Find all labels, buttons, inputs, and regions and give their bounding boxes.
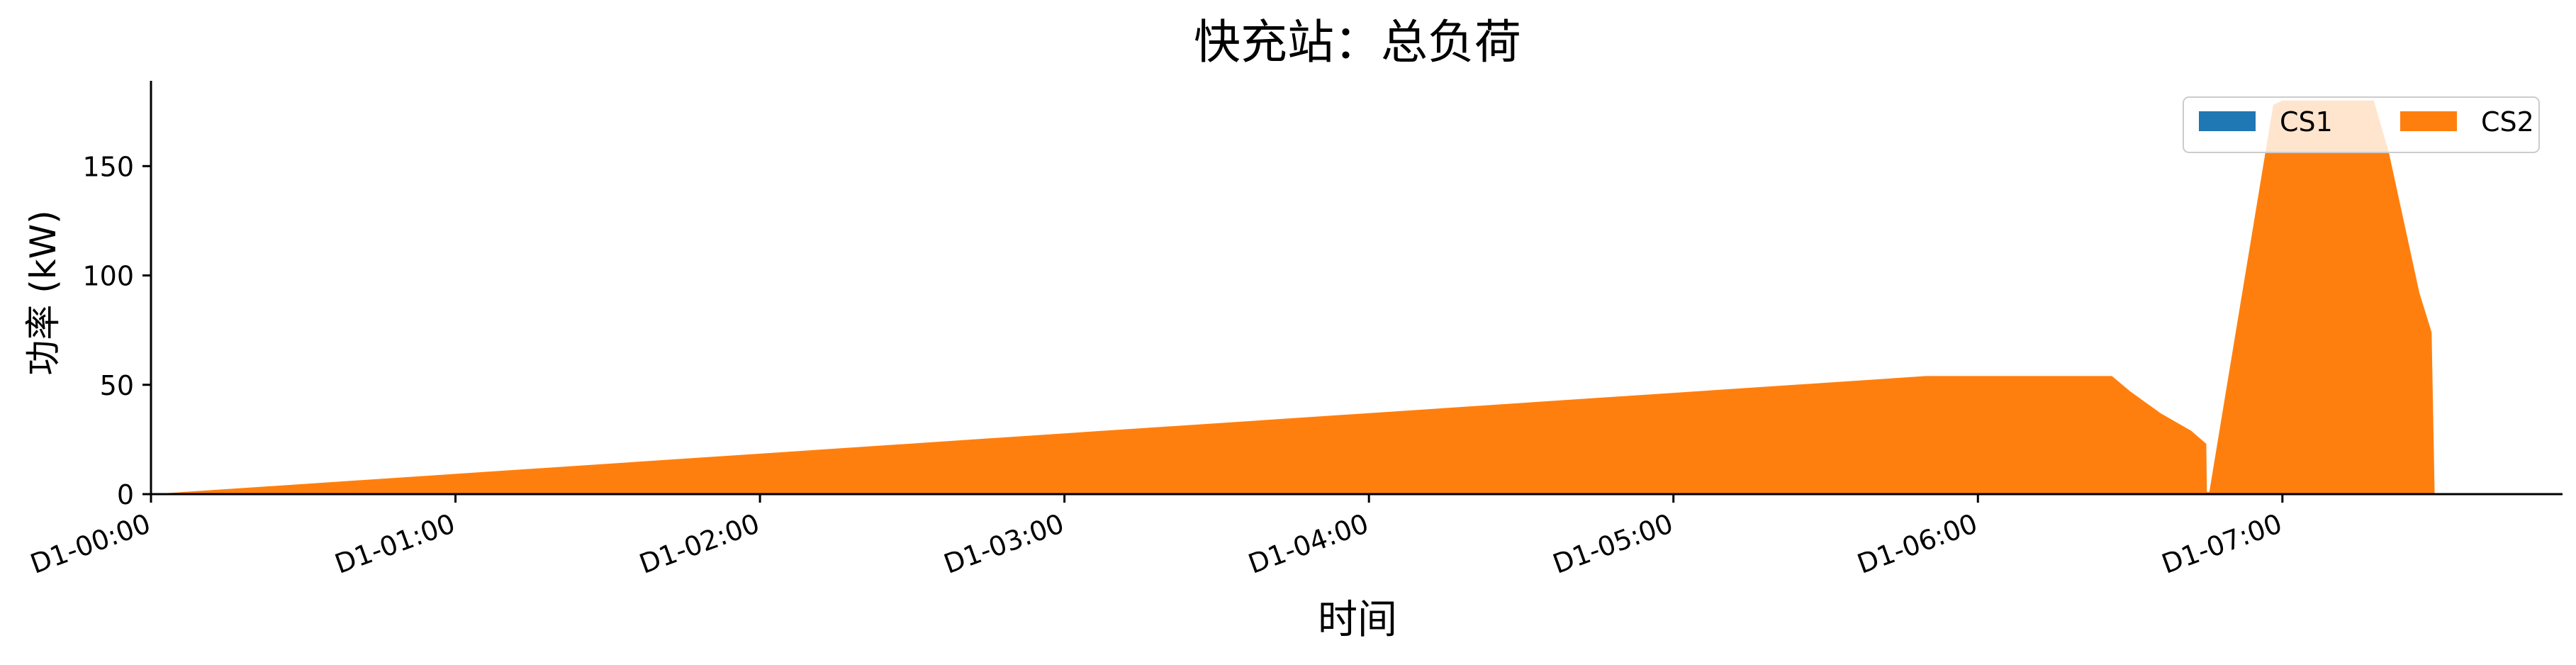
- plot-area: [151, 100, 2435, 494]
- legend: CS1 CS2: [2183, 96, 2540, 153]
- y-tick-label: 50: [100, 370, 134, 401]
- legend-swatch-cs2: [2400, 111, 2457, 131]
- x-tick-label: D1-03:00: [940, 508, 1068, 580]
- y-axis-label: 功率 (kW): [23, 210, 64, 375]
- legend-label-cs1: CS1: [2280, 106, 2333, 138]
- x-tick-label: D1-02:00: [635, 508, 763, 580]
- x-tick-label: D1-07:00: [2158, 508, 2286, 580]
- x-tick-label: D1-00:00: [26, 508, 155, 580]
- y-tick-label: 150: [82, 151, 134, 182]
- legend-swatch-cs1: [2199, 111, 2256, 131]
- x-tick-label: D1-04:00: [1244, 508, 1372, 580]
- x-axis-label: 时间: [1318, 597, 1397, 643]
- x-tick-label: D1-05:00: [1549, 508, 1677, 580]
- legend-box: [2183, 96, 2540, 153]
- x-tick-label: D1-01:00: [331, 508, 459, 580]
- y-tick-label: 0: [117, 479, 134, 510]
- legend-label-cs2: CS2: [2481, 106, 2534, 138]
- x-tick-label: D1-06:00: [1853, 508, 1981, 580]
- axes: 0 50 100 150 D1-00:00 D1-01:00 D1-02:00 D1-03:0…: [26, 81, 2563, 580]
- y-tick-label: 100: [82, 261, 134, 292]
- chart-title: 快充站：总负荷: [1194, 15, 1521, 69]
- series-area-cs2: [151, 100, 2435, 494]
